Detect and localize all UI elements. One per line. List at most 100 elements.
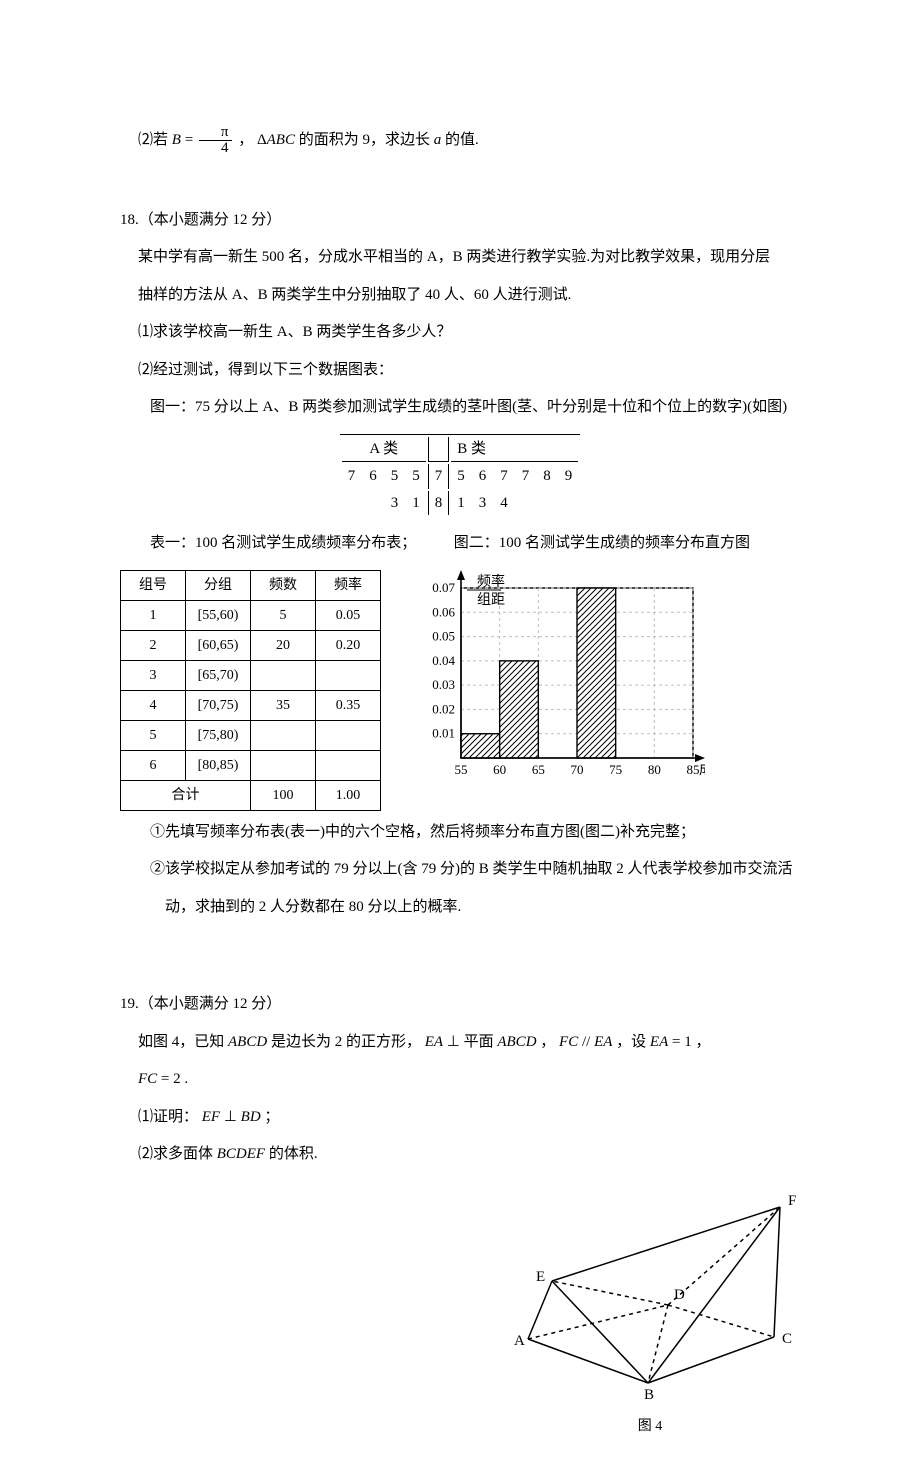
stemleaf-row: 7 6 5 5 7 5 6 7 7 8 9 xyxy=(342,464,579,489)
svg-text:60: 60 xyxy=(493,762,506,777)
sl-cell: 7 xyxy=(342,464,362,489)
sl-cell: 3 xyxy=(385,491,405,516)
q17-frac-num: π xyxy=(199,125,233,141)
freq-col: 组号 xyxy=(121,570,186,600)
q17-eq: = xyxy=(181,132,197,148)
sl-cell: 5 xyxy=(451,464,471,489)
svg-text:D: D xyxy=(674,1287,685,1303)
q17-mid: ， Δ xyxy=(238,132,266,148)
sl-cell xyxy=(342,491,362,516)
q17-aftertri: 的面积为 9，求边长 xyxy=(295,132,434,148)
q17-frac: π4 xyxy=(199,125,233,156)
freq-cell: [60,65) xyxy=(186,630,251,660)
histogram-svg: 0.010.020.030.040.050.060.07556065707580… xyxy=(405,570,705,790)
sl-cell: 1 xyxy=(406,491,426,516)
freq-cell: [75,80) xyxy=(186,720,251,750)
freq-cell xyxy=(251,720,316,750)
svg-text:成绩: 成绩 xyxy=(699,762,705,778)
freq-cell: 4 xyxy=(121,690,186,720)
q18-sub1: ⑴求该学校高一新生 A、B 两类学生各多少人？ xyxy=(120,321,800,344)
q19-sub2: ⑵求多面体 BCDEF 的体积. xyxy=(120,1143,800,1166)
svg-text:组距: 组距 xyxy=(477,592,505,608)
q19-txt: = 2 . xyxy=(157,1071,188,1087)
q19-txt: ⊥ 平面 xyxy=(443,1034,497,1050)
q19-heading: 19.（本小题满分 12 分） xyxy=(120,993,800,1016)
freq-cell xyxy=(251,750,316,780)
frequency-table: 组号 分组 频数 频率 1[55,60)50.05 2[60,65)200.20… xyxy=(120,570,381,811)
q19-txt: ， xyxy=(537,1034,560,1050)
q19-abcd2: ABCD xyxy=(497,1034,536,1050)
svg-text:75: 75 xyxy=(609,762,622,777)
freq-row: 1[55,60)50.05 xyxy=(121,600,381,630)
svg-text:0.03: 0.03 xyxy=(432,677,455,692)
q17-abc: ABC xyxy=(267,132,295,148)
freq-cell: 0.20 xyxy=(316,630,381,660)
captions-row: 表一：100 名测试学生成绩频率分布表； 图二：100 名测试学生成绩的频率分布… xyxy=(120,532,800,555)
svg-text:0.02: 0.02 xyxy=(432,701,455,716)
q19-figure: ABCDEF 图 4 xyxy=(500,1187,800,1438)
sl-stem: 8 xyxy=(428,491,450,516)
sl-stem: 7 xyxy=(428,464,450,489)
q19-txt: 是边长为 2 的正方形， xyxy=(267,1034,425,1050)
q19-txt: ，设 xyxy=(612,1034,650,1050)
q18-fig1desc: 图一：75 分以上 A、B 两类参加测试学生成绩的茎叶图(茎、叶分别是十位和个位… xyxy=(120,396,800,419)
freq-total-label: 合计 xyxy=(121,780,251,810)
q19-ea3: EA xyxy=(650,1034,668,1050)
histogram: 0.010.020.030.040.050.060.07556065707580… xyxy=(405,570,705,798)
svg-text:85: 85 xyxy=(687,762,700,777)
sl-cell: 5 xyxy=(385,464,405,489)
q18-heading: 18.（本小题满分 12 分） xyxy=(120,209,800,232)
svg-text:0.07: 0.07 xyxy=(432,580,455,595)
q17-B: B xyxy=(172,132,181,148)
table-caption: 表一：100 名测试学生成绩频率分布表； xyxy=(150,535,416,551)
svg-text:65: 65 xyxy=(532,762,545,777)
stemleaf-head-stem xyxy=(428,437,450,463)
freq-cell: [65,70) xyxy=(186,660,251,690)
q19-ea2: EA xyxy=(594,1034,612,1050)
q19-abcd: ABCD xyxy=(228,1034,267,1050)
q19-bcdef: BCDEF xyxy=(217,1146,265,1162)
q19-figcap: 图 4 xyxy=(500,1416,800,1437)
freq-cell: 6 xyxy=(121,750,186,780)
stemleaf-head-a: A 类 xyxy=(342,437,426,463)
freq-cell: [55,60) xyxy=(186,600,251,630)
freq-row: 2[60,65)200.20 xyxy=(121,630,381,660)
freq-cell: [80,85) xyxy=(186,750,251,780)
svg-text:55: 55 xyxy=(455,762,468,777)
stemleaf-head-b: B 类 xyxy=(451,437,578,463)
q18-p1a: 某中学有高一新生 500 名，分成水平相当的 A，B 两类进行教学实验.为对比教… xyxy=(120,246,800,269)
freq-cell xyxy=(316,660,381,690)
q18-task1: ①先填写频率分布表(表一)中的六个空格，然后将频率分布直方图(图二)补充完整； xyxy=(120,821,800,844)
freq-row: 4[70,75)350.35 xyxy=(121,690,381,720)
sl-cell: 6 xyxy=(363,464,383,489)
freq-cell: 3 xyxy=(121,660,186,690)
sl-cell xyxy=(363,491,383,516)
freq-row: 3[65,70) xyxy=(121,660,381,690)
freq-total-count: 100 xyxy=(251,780,316,810)
sl-cell xyxy=(537,491,557,516)
freq-cell: 5 xyxy=(251,600,316,630)
sl-cell: 4 xyxy=(494,491,514,516)
freq-cell: 5 xyxy=(121,720,186,750)
freq-col: 频数 xyxy=(251,570,316,600)
svg-text:80: 80 xyxy=(648,762,661,777)
freq-cell: 1 xyxy=(121,600,186,630)
freq-cell xyxy=(251,660,316,690)
freq-cell: 0.35 xyxy=(316,690,381,720)
q17-frac-den: 4 xyxy=(199,141,233,156)
sl-cell xyxy=(559,491,579,516)
freq-cell xyxy=(316,750,381,780)
svg-text:E: E xyxy=(536,1269,545,1285)
stemleaf-row: 3 1 8 1 3 4 xyxy=(342,491,579,516)
q19-txt: ⑴证明： xyxy=(138,1109,202,1125)
q18-sub2: ⑵经过测试，得到以下三个数据图表： xyxy=(120,359,800,382)
q17-part2: ⑵若 B = π4 ， ΔABC 的面积为 9，求边长 a 的值. xyxy=(120,125,800,156)
freq-cell: 2 xyxy=(121,630,186,660)
sl-cell: 9 xyxy=(559,464,579,489)
freq-cell: 35 xyxy=(251,690,316,720)
q19-txt: ； xyxy=(261,1109,280,1125)
sl-cell: 6 xyxy=(473,464,493,489)
q17-prefix: ⑵若 xyxy=(138,132,168,148)
sl-cell xyxy=(516,491,536,516)
sl-cell: 1 xyxy=(451,491,471,516)
